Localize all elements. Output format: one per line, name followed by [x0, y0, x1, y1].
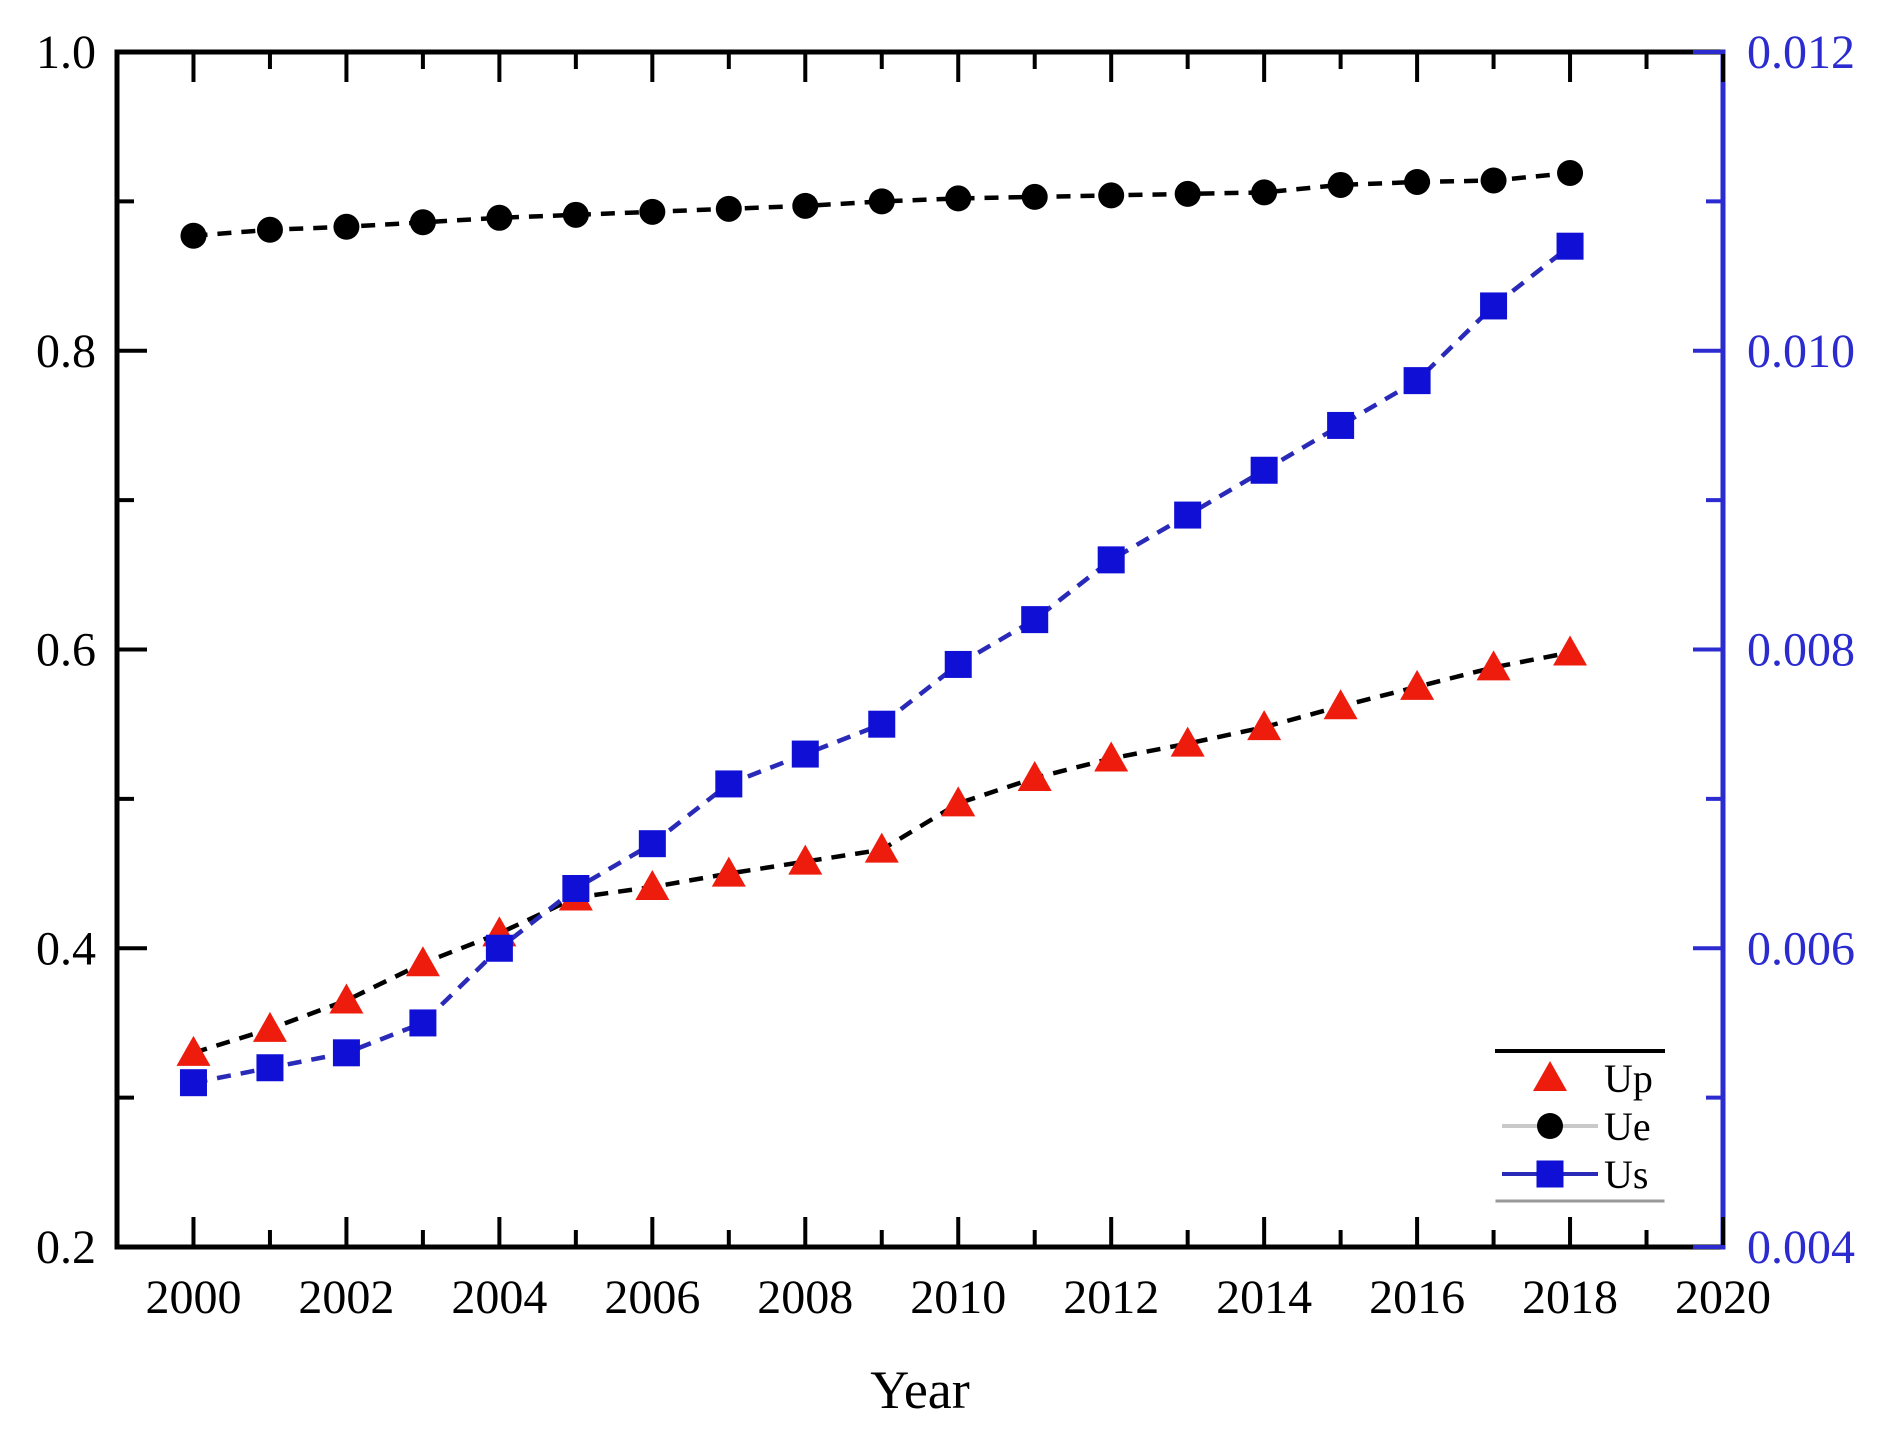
- series-Up-marker: [1094, 741, 1129, 772]
- left-tick-label: 0.2: [36, 1221, 96, 1274]
- right-tick-label: 0.010: [1747, 325, 1855, 378]
- series-Us-marker: [562, 875, 590, 902]
- right-tick-label: 0.012: [1747, 26, 1855, 79]
- series-Up: [176, 635, 1588, 1066]
- series-Up-marker: [1170, 726, 1205, 757]
- series-Us-marker: [1250, 456, 1278, 484]
- right-tick-label: 0.006: [1747, 922, 1855, 975]
- series-Us-marker: [868, 710, 896, 738]
- x-tick-label: 2000: [145, 1271, 241, 1324]
- left-tick-label: 1.0: [36, 26, 96, 79]
- series-Ue-marker: [180, 222, 207, 249]
- x-axis: 2000 2002 2004 2006 2008 2010 2012 2014 2016 2018…: [145, 50, 1771, 1324]
- series-Us-marker: [1097, 546, 1125, 574]
- series-Us-marker: [638, 830, 666, 858]
- legend-label-Ue: Ue: [1604, 1104, 1651, 1149]
- series-Us-marker: [332, 1039, 360, 1067]
- x-axis-title: Year: [870, 1360, 970, 1420]
- series-Us: [179, 232, 1584, 1097]
- right-tick-label: 0.004: [1747, 1221, 1855, 1274]
- series-Up-marker: [252, 1011, 287, 1042]
- right-tick-label: 0.008: [1747, 624, 1855, 677]
- series-Up-marker: [635, 870, 670, 901]
- series-Us-marker: [1556, 232, 1584, 260]
- x-tick-label: 2010: [910, 1271, 1006, 1324]
- x-tick-label: 2020: [1675, 1271, 1771, 1324]
- series-Up-marker: [711, 856, 746, 887]
- series-Ue-marker: [256, 216, 283, 243]
- series-Up-marker: [788, 844, 823, 875]
- x-tick-label: 2016: [1369, 1271, 1465, 1324]
- legend-label-Us: Us: [1604, 1152, 1648, 1197]
- series-Ue-marker: [792, 192, 819, 219]
- series-Ue-marker: [1557, 159, 1584, 186]
- left-axis: 0.2 0.4 0.6 0.8 1.0: [36, 26, 147, 1274]
- series-Us-marker: [1327, 411, 1355, 439]
- series-Us-marker: [485, 934, 513, 962]
- left-tick-label: 0.8: [36, 325, 96, 378]
- series-Ue-marker: [409, 209, 436, 236]
- x-tick-label: 2004: [451, 1271, 547, 1324]
- left-tick-label: 0.4: [36, 922, 96, 975]
- series-Us-marker: [409, 1009, 437, 1037]
- series-Ue-marker: [562, 201, 589, 228]
- series-Up-marker: [1476, 650, 1511, 681]
- series-Up-marker: [864, 832, 899, 863]
- x-tick-label: 2014: [1216, 1271, 1312, 1324]
- x-tick-label: 2008: [757, 1271, 853, 1324]
- series-Up-marker: [1553, 635, 1588, 666]
- series-Ue-marker: [1327, 171, 1354, 198]
- series-Us-line: [193, 244, 1572, 1085]
- series-Up-marker: [405, 946, 440, 977]
- series-Us-marker: [256, 1054, 284, 1082]
- series-Up-marker: [1323, 689, 1358, 720]
- series-Ue-marker: [715, 195, 742, 222]
- plot-area: 2000 2002 2004 2006 2008 2010 2012 2014 2016 2018…: [36, 26, 1855, 1324]
- series-Us-marker: [179, 1069, 207, 1097]
- series-Ue-marker: [639, 198, 666, 225]
- series-Ue: [180, 159, 1584, 249]
- series-Us-marker: [791, 740, 819, 768]
- series-Ue-marker: [486, 204, 513, 231]
- series-Ue-marker: [868, 188, 895, 215]
- series-Us-marker: [1021, 606, 1049, 634]
- series-Ue-marker: [1021, 183, 1048, 210]
- legend-marker-Up: [1533, 1061, 1567, 1091]
- legend-label-Up: Up: [1604, 1056, 1653, 1101]
- series-Ue-marker: [1251, 179, 1278, 206]
- series-Us-marker: [1174, 501, 1202, 529]
- legend-marker-Us: [1536, 1160, 1564, 1188]
- series-Us-marker: [1480, 292, 1508, 320]
- series-Us-marker: [715, 770, 743, 798]
- series-Up-marker: [329, 983, 364, 1014]
- series-Up-marker: [176, 1035, 211, 1066]
- series-Ue-marker: [1098, 182, 1125, 209]
- series-Up-marker: [941, 786, 976, 817]
- x-tick-label: 2006: [604, 1271, 700, 1324]
- x-tick-label: 2018: [1522, 1271, 1618, 1324]
- series-Ue-marker: [1404, 168, 1431, 195]
- right-axis: 0.004 0.006 0.008 0.010 0.012: [1693, 26, 1855, 1274]
- series-Ue-marker: [333, 213, 360, 240]
- series-Us-marker: [944, 650, 972, 678]
- series-Up-marker: [1247, 710, 1282, 741]
- series-Us-marker: [1403, 367, 1431, 395]
- left-tick-label: 0.6: [36, 624, 96, 677]
- series-Up-marker: [1400, 669, 1435, 700]
- series-Ue-marker: [945, 185, 972, 212]
- series-Ue-marker: [1480, 167, 1507, 194]
- series-Ue-marker: [1174, 180, 1201, 207]
- legend-marker-Ue: [1537, 1113, 1563, 1139]
- series-Up-marker: [1017, 760, 1052, 791]
- x-tick-label: 2012: [1063, 1271, 1159, 1324]
- x-tick-label: 2002: [298, 1271, 394, 1324]
